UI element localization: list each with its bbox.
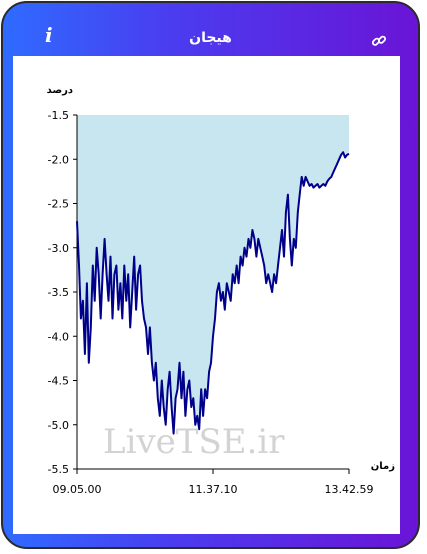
x-tick-label: 13.42.59 <box>325 483 374 496</box>
title-bar: i هیجان <box>3 3 418 59</box>
chart-card: درصد -1.5 -2.0 -2.5 -3.0 -3.5 -4.0 -4.5 -5.0 -5.… <box>13 56 400 534</box>
info-icon[interactable]: i <box>45 23 53 47</box>
link-icon[interactable] <box>371 33 387 49</box>
y-tick-label: -4.0 <box>48 330 69 343</box>
y-tick-label: -3.5 <box>48 286 69 299</box>
watermark: LiveTSE.ir <box>103 422 285 462</box>
x-tick-label: 11.37.10 <box>189 483 238 496</box>
y-tick-label: -5.5 <box>48 463 69 476</box>
y-tick-label: -3.0 <box>48 242 69 255</box>
y-axis-label: درصد <box>47 85 73 96</box>
page-title: هیجان <box>189 30 232 46</box>
x-tick-label: 09.05.00 <box>53 483 102 496</box>
y-tick-label: -2.0 <box>48 153 69 166</box>
y-tick-label: -1.5 <box>48 109 69 122</box>
series-area <box>77 115 349 434</box>
y-tick-label: -4.5 <box>48 375 69 388</box>
series-line <box>76 151 350 435</box>
y-tick-label: -5.0 <box>48 419 69 432</box>
chart: درصد -1.5 -2.0 -2.5 -3.0 -3.5 -4.0 -4.5 -5.0 -5.… <box>47 85 396 496</box>
x-axis-label: زمان <box>371 461 395 472</box>
y-tick-label: -2.5 <box>48 198 69 211</box>
